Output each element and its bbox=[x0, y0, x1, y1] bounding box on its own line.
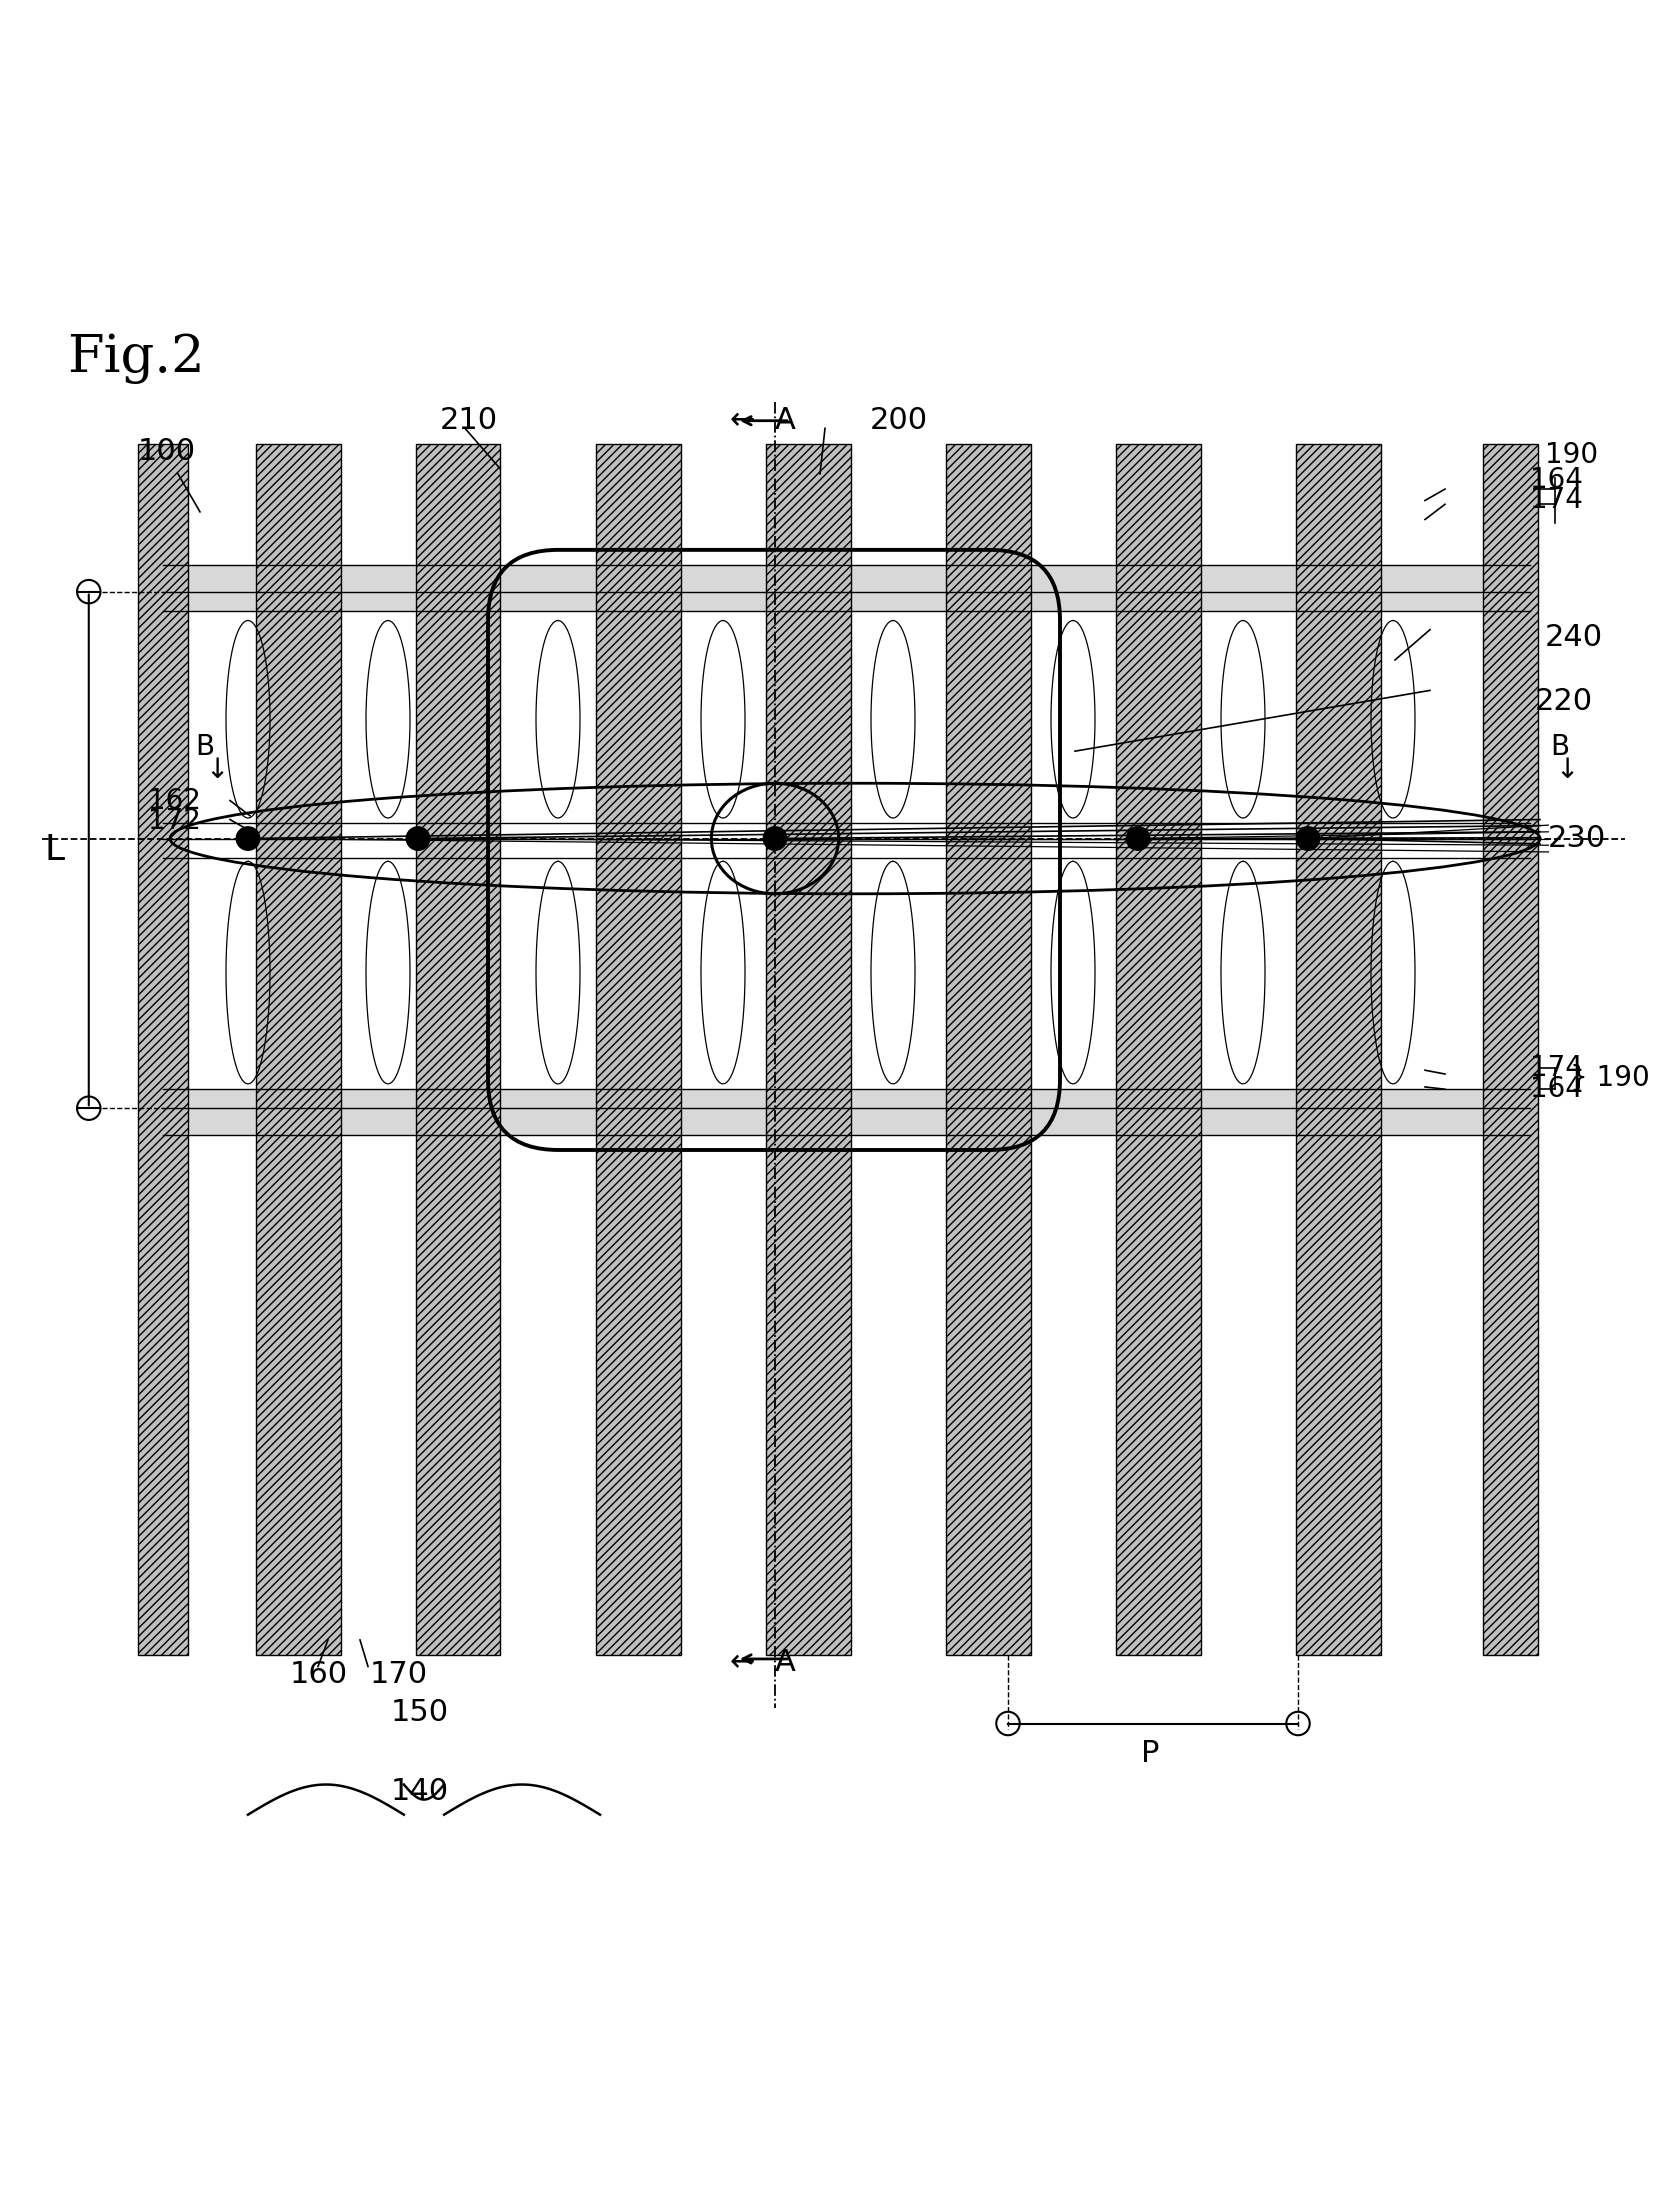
Circle shape bbox=[1296, 827, 1320, 851]
Bar bbox=[1295, 443, 1380, 1656]
Bar bbox=[765, 443, 851, 1656]
Text: 170: 170 bbox=[370, 1660, 429, 1689]
Text: 230: 230 bbox=[1548, 825, 1606, 853]
Bar bbox=[415, 443, 501, 1656]
Bar bbox=[162, 564, 1529, 611]
Bar bbox=[1482, 443, 1538, 1656]
Circle shape bbox=[236, 827, 260, 851]
Text: Fig.2: Fig.2 bbox=[67, 333, 204, 384]
Text: B: B bbox=[1549, 734, 1569, 761]
Text: 172: 172 bbox=[147, 807, 201, 836]
Text: 164: 164 bbox=[1529, 1076, 1583, 1102]
Text: } 190: } 190 bbox=[1569, 1063, 1650, 1091]
Bar bbox=[945, 443, 1030, 1656]
Text: 100: 100 bbox=[137, 437, 196, 465]
Text: 164: 164 bbox=[1529, 465, 1583, 494]
Text: ←  A: ← A bbox=[730, 406, 796, 434]
Bar bbox=[256, 443, 340, 1656]
Bar bbox=[1116, 443, 1201, 1656]
Text: 210: 210 bbox=[441, 406, 497, 434]
Text: P: P bbox=[1141, 1740, 1159, 1768]
Text: 174: 174 bbox=[1529, 487, 1583, 514]
Text: 220: 220 bbox=[1534, 688, 1593, 717]
Bar bbox=[137, 443, 188, 1656]
Text: 160: 160 bbox=[290, 1660, 348, 1689]
Circle shape bbox=[407, 827, 430, 851]
Circle shape bbox=[764, 827, 787, 851]
Text: ↓: ↓ bbox=[204, 756, 228, 785]
Text: 174: 174 bbox=[1529, 1054, 1583, 1083]
Text: 162: 162 bbox=[147, 787, 201, 814]
Text: 140: 140 bbox=[390, 1777, 449, 1806]
Text: 240: 240 bbox=[1544, 622, 1603, 653]
Text: 150: 150 bbox=[390, 1698, 449, 1727]
Text: ←  A: ← A bbox=[730, 1647, 796, 1678]
Circle shape bbox=[1126, 827, 1149, 851]
Bar bbox=[596, 443, 680, 1656]
Text: 190: 190 bbox=[1544, 441, 1598, 470]
Bar bbox=[162, 1089, 1529, 1136]
Text: B: B bbox=[194, 734, 214, 761]
Text: 200: 200 bbox=[869, 406, 928, 434]
Text: L: L bbox=[45, 833, 65, 867]
Text: ↓: ↓ bbox=[1554, 756, 1578, 785]
